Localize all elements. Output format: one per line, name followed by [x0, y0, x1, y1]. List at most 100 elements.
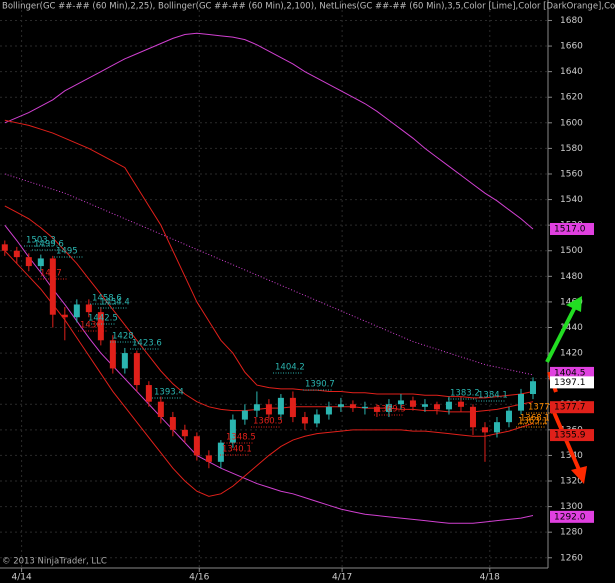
price-marker — [550, 401, 594, 414]
candle-body — [145, 385, 152, 402]
candle-body — [397, 400, 404, 405]
level-label: 1368.1 — [520, 414, 550, 424]
price-marker-label: 1292.0 — [554, 512, 586, 522]
candle-body — [265, 404, 272, 415]
y-tick-label: 1660 — [560, 42, 583, 52]
candle-body — [445, 401, 452, 410]
level-label: 1499.6 — [34, 240, 64, 250]
candle-body — [85, 304, 92, 313]
candle-body — [205, 455, 212, 462]
candle-body — [373, 406, 380, 412]
level-label: 1436 — [80, 321, 102, 331]
price-marker — [550, 429, 594, 442]
x-tick-label: 4/14 — [11, 573, 31, 583]
candle-body — [469, 406, 476, 428]
level-label: 1383.2 — [450, 389, 480, 399]
x-tick-label: 4/16 — [189, 573, 209, 583]
candle-body — [109, 340, 116, 369]
price-marker-label: 1355.9 — [554, 431, 586, 441]
band-line — [4, 119, 534, 399]
y-tick-label: 1580 — [560, 144, 583, 154]
x-tick-label: 4/18 — [480, 573, 500, 583]
price-marker — [550, 366, 594, 379]
candle-body — [361, 406, 368, 409]
candle-body — [193, 436, 200, 456]
y-tick-label: 1680 — [560, 16, 583, 26]
level-label: 1340.1 — [222, 445, 252, 455]
price-marker — [550, 222, 594, 235]
candle-body — [241, 410, 248, 420]
level-label: 1360.5 — [253, 417, 283, 427]
candle-body — [121, 353, 128, 369]
level-label: 1458.6 — [92, 294, 122, 304]
price-marker-label: 1397.1 — [554, 378, 586, 388]
up-arrow-head — [566, 296, 582, 312]
x-tick-label: 4/17 — [332, 573, 352, 583]
copyright: © 2013 NinjaTrader, LLC — [2, 557, 107, 567]
candle-body — [97, 312, 104, 341]
candle-body — [481, 427, 488, 433]
band-line — [4, 32, 534, 230]
candle-body — [337, 404, 344, 407]
candle-body — [217, 442, 224, 462]
candle-body — [49, 258, 56, 315]
level-label: 1495 — [56, 247, 78, 257]
level-label: 1393.4 — [154, 388, 184, 398]
level-label: 1423.6 — [132, 339, 162, 349]
y-tick-label: 1640 — [560, 67, 583, 77]
level-label: 1477 — [40, 269, 62, 279]
price-marker — [550, 510, 594, 523]
candle-body — [181, 429, 188, 437]
candle-body — [517, 394, 524, 411]
y-tick-label: 1500 — [560, 246, 583, 256]
candle-body — [1, 244, 8, 251]
indicator-header: Bollinger(GC ##-## (60 Min),2,25), Bolli… — [2, 2, 615, 12]
candle-body — [421, 404, 428, 407]
candle-body — [73, 304, 80, 318]
level-label: 1348.5 — [226, 433, 256, 443]
candle-body — [433, 404, 440, 410]
y-tick-label: 1480 — [560, 272, 583, 282]
candle-body — [313, 414, 320, 424]
candle-body — [301, 417, 308, 424]
y-tick-label: 1620 — [560, 93, 583, 103]
candle-body — [229, 419, 236, 443]
candle-body — [253, 404, 260, 411]
candle-body — [277, 397, 284, 415]
y-tick-label: 1560 — [560, 169, 583, 179]
price-marker-label: 1404.5 — [554, 368, 586, 378]
level-label: 1428 — [112, 332, 134, 342]
y-tick-label: 1440 — [560, 323, 583, 333]
level-label: 1369.5 — [376, 405, 406, 415]
candle-body — [169, 417, 176, 430]
candle-body — [385, 404, 392, 412]
y-tick-label: 1600 — [560, 118, 583, 128]
candle-body — [325, 406, 332, 415]
level-label: 1384.1 — [478, 391, 508, 401]
y-tick-label: 1300 — [560, 502, 583, 512]
y-tick-label: 1320 — [560, 477, 583, 487]
band-line — [4, 224, 534, 524]
y-tick-label: 1420 — [560, 349, 583, 359]
band-line — [4, 173, 534, 376]
y-tick-label: 1280 — [560, 528, 583, 538]
level-label: 1377.9 — [528, 403, 558, 413]
price-marker-label: 1517.0 — [554, 224, 586, 234]
candle-body — [13, 250, 20, 258]
level-label: 1503.3 — [26, 236, 56, 246]
candle-body — [157, 401, 164, 418]
level-label: 1363.1 — [518, 417, 548, 427]
candle-body — [133, 353, 140, 386]
candle-body — [349, 404, 356, 409]
level-label: 1404.2 — [275, 363, 305, 373]
level-label: 1390.7 — [305, 380, 335, 390]
candle-body — [493, 422, 500, 433]
candle-body — [61, 314, 68, 318]
candle-body — [289, 397, 296, 418]
up-arrow — [545, 304, 578, 363]
down-arrow-head — [571, 466, 587, 484]
candle-body — [25, 257, 32, 267]
price-marker-label: 1377.7 — [554, 403, 586, 413]
